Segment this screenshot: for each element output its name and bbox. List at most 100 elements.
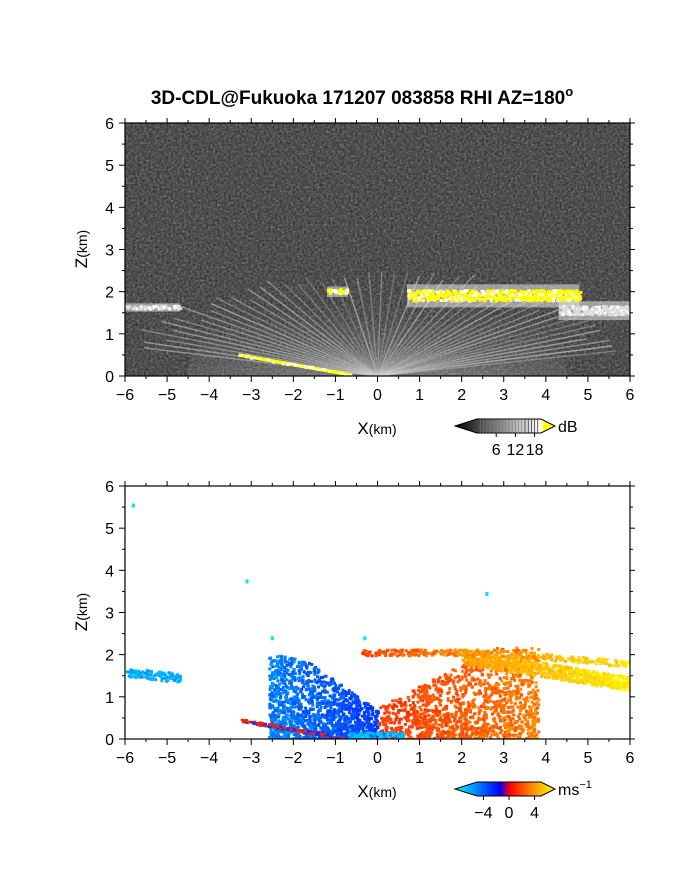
reflectivity-cloud-layer-pixel <box>426 295 430 299</box>
velocity-receding-cone-pixel <box>461 695 465 699</box>
velocity-receding-cone-pixel <box>496 700 500 703</box>
velocity-receding-cone-pixel <box>453 669 457 673</box>
reflectivity-cloud-patch-pixel <box>168 307 172 311</box>
velocity-approaching-cone-pixel <box>289 697 293 701</box>
reflectivity-xtick-label: 6 <box>626 387 635 404</box>
velocity-approaching-cone-pixel <box>325 700 329 704</box>
reflectivity-cloud-layer-pixel <box>499 293 503 297</box>
velocity-receding-layer-pixel <box>587 679 591 683</box>
reflectivity-cloud-patch-pixel <box>172 307 176 311</box>
velocity-receding-layer-pixel <box>555 676 559 680</box>
velocity-receding-cone-pixel <box>525 712 529 716</box>
velocity-receding-cone-pixel <box>518 735 522 739</box>
velocity-cloud-top-pixel <box>607 664 611 667</box>
reflectivity-cloud-patch-pixel <box>602 309 606 313</box>
velocity-receding-cone-pixel <box>489 736 493 739</box>
velocity-cloud-top-pixel <box>460 653 464 657</box>
velocity-approaching-cone-pixel <box>281 685 285 689</box>
velocity-receding-cone-pixel <box>495 689 498 692</box>
velocity-receding-layer-pixel <box>511 660 515 664</box>
velocity-approaching-cone-pixel <box>311 684 315 688</box>
velocity-receding-cone-pixel <box>482 695 486 699</box>
velocity-receding-cone-pixel <box>421 718 425 722</box>
velocity-receding-cone-pixel <box>463 711 467 715</box>
velocity-approaching-cone-pixel <box>333 711 337 715</box>
velocity-receding-layer-pixel <box>570 670 573 674</box>
reflectivity-cloud-layer-pixel <box>575 289 579 293</box>
velocity-receding-cone-pixel <box>435 696 439 700</box>
velocity-approaching-cone-pixel <box>320 682 324 686</box>
velocity-receding-cone-pixel <box>529 679 532 683</box>
velocity-cloud-top-pixel <box>416 650 420 654</box>
velocity-receding-layer-pixel <box>495 661 499 664</box>
velocity-approaching-cone-pixel <box>309 671 313 675</box>
velocity-receding-cone-pixel <box>473 712 477 716</box>
velocity-receding-cone-pixel <box>452 719 456 723</box>
velocity-receding-cone-pixel <box>495 726 499 729</box>
velocity-receding-cone-pixel <box>417 689 421 692</box>
velocity-approaching-cone-pixel <box>330 700 334 704</box>
reflectivity-cloud-layer-pixel <box>425 292 429 296</box>
velocity-cloud-top-pixel <box>364 653 368 657</box>
velocity-receding-layer-pixel <box>554 664 558 667</box>
velocity-receding-cone-pixel <box>507 717 511 721</box>
velocity-approaching-cone-pixel <box>330 696 334 700</box>
velocity-approaching-cone-pixel <box>343 721 347 725</box>
velocity-approaching-cone-pixel <box>344 705 348 709</box>
velocity-cloud-top-pixel <box>453 648 457 652</box>
velocity-approaching-cone-pixel <box>299 689 303 693</box>
velocity-receding-cone-pixel <box>416 719 420 722</box>
velocity-approaching-cone-pixel <box>320 713 324 717</box>
reflectivity-cloud-layer-pixel <box>555 289 559 293</box>
velocity-receding-cone-pixel <box>530 705 534 709</box>
velocity-receding-cone-pixel <box>430 708 434 712</box>
reflectivity-cloud-patch-pixel <box>345 288 349 292</box>
reflectivity-cloud-layer-pixel <box>509 293 513 297</box>
velocity-receding-cone-pixel <box>467 673 471 677</box>
velocity-approaching-cone-pixel <box>300 687 304 691</box>
velocity-receding-cone-pixel <box>470 732 474 736</box>
velocity-approaching-cone-pixel <box>321 702 325 705</box>
velocity-approaching-cone-pixel <box>297 716 301 720</box>
velocity-approaching-cone-pixel <box>295 705 299 709</box>
velocity-approaching-cone-pixel <box>280 655 284 659</box>
velocity-approaching-cone-pixel <box>345 699 349 703</box>
reflectivity-cloud-layer-pixel <box>570 296 574 300</box>
velocity-receding-cone-pixel <box>479 735 483 739</box>
reflectivity-cloud-layer-pixel <box>465 297 469 301</box>
reflectivity-cloud-patch-pixel <box>131 307 135 311</box>
velocity-approaching-cone-pixel <box>296 692 300 696</box>
velocity-cloud-top-pixel <box>601 657 605 661</box>
reflectivity-ytick-label: 4 <box>105 200 114 217</box>
velocity-receding-layer-pixel <box>473 658 477 662</box>
velocity-receding-layer-pixel <box>595 678 599 682</box>
velocity-approaching-cone-pixel <box>277 712 281 716</box>
velocity-approaching-cone-pixel <box>301 710 305 714</box>
velocity-receding-cone-pixel <box>381 720 385 724</box>
reflectivity-cloud-layer-pixel <box>516 293 520 297</box>
velocity-approaching-cone-pixel <box>304 706 308 710</box>
velocity-cloud-top-pixel <box>431 652 434 655</box>
velocity-receding-cone-pixel <box>534 693 538 697</box>
velocity-receding-cone-pixel <box>518 725 522 728</box>
velocity-approaching-cone-pixel <box>317 709 321 713</box>
velocity-receding-layer-pixel <box>625 676 629 679</box>
velocity-receding-layer-pixel <box>618 685 622 689</box>
velocity-receding-cone-pixel <box>428 695 432 699</box>
reflectivity-cloud-layer-pixel <box>565 292 569 296</box>
reflectivity-cloud-patch-pixel <box>613 305 617 309</box>
velocity-approaching-patch-pixel <box>154 678 158 682</box>
velocity-approaching-cone-pixel <box>375 714 379 718</box>
velocity-receding-cone-pixel <box>483 711 487 715</box>
reflectivity-cloud-layer-pixel <box>508 295 512 299</box>
velocity-approaching-cone-pixel <box>270 659 274 663</box>
velocity-approaching-cone-pixel <box>308 680 312 684</box>
velocity-approaching-cone-pixel <box>330 719 334 723</box>
velocity-receding-cone-pixel <box>534 685 538 689</box>
velocity-approaching-cone-pixel <box>332 713 336 717</box>
velocity-cloud-top-pixel <box>447 651 451 655</box>
velocity-approaching-patch-pixel <box>131 674 135 678</box>
velocity-receding-layer-pixel <box>563 667 567 671</box>
reflectivity-cloud-layer-pixel <box>530 296 534 300</box>
velocity-approaching-patch-pixel <box>133 673 137 677</box>
